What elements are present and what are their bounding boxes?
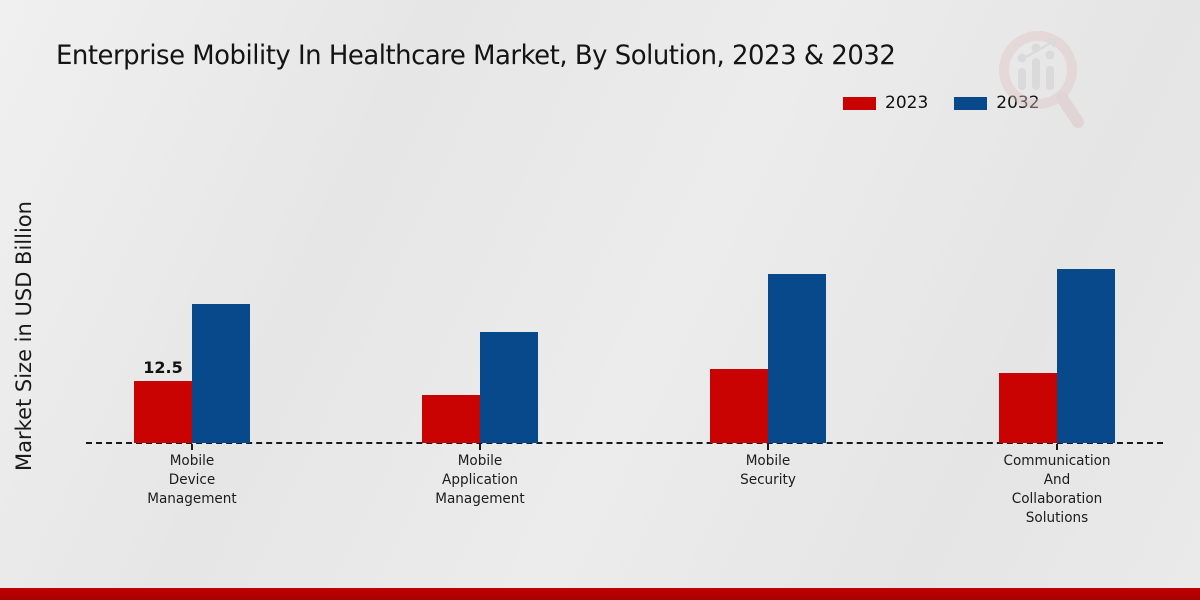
x-axis-category-label: Mobile Application Management: [435, 453, 525, 507]
bar-2032-category-0: [192, 304, 250, 443]
legend-item-2032: 2032: [954, 93, 1040, 113]
bar-2023-category-1: [422, 395, 480, 443]
x-axis-category-label: Mobile Device Management: [147, 453, 237, 507]
legend-label: 2023: [885, 93, 929, 113]
x-axis-tick: [767, 444, 769, 450]
bar-2032-category-2: [768, 274, 826, 443]
y-axis-label: Market Size in USD Billion: [12, 201, 36, 471]
x-axis-tick: [191, 444, 193, 450]
legend-swatch-icon: [954, 96, 988, 110]
bar-2032-category-3: [1057, 269, 1115, 443]
x-axis-tick: [479, 444, 481, 450]
bar-2023-category-3: [999, 373, 1057, 443]
footer-accent-band: [0, 588, 1200, 600]
chart-title: Enterprise Mobility In Healthcare Market…: [56, 40, 896, 71]
legend-item-2023: 2023: [843, 93, 928, 113]
x-axis-tick: [1056, 444, 1058, 450]
x-axis-baseline: [86, 442, 1163, 444]
bar-value-label: 12.5: [143, 358, 183, 377]
magnifier-logo-watermark-icon: [999, 31, 1084, 128]
x-axis-category-label: Communication And Collaboration Solution…: [1003, 453, 1111, 526]
bar-2023-category-2: [710, 369, 768, 443]
bar-2032-category-1: [480, 332, 538, 443]
legend-label: 2032: [996, 93, 1040, 113]
bar-2023-category-0: [134, 381, 192, 443]
legend: 2023 2032: [843, 93, 1040, 113]
x-axis-category-label: Mobile Security: [740, 453, 796, 488]
legend-swatch-icon: [843, 96, 876, 110]
